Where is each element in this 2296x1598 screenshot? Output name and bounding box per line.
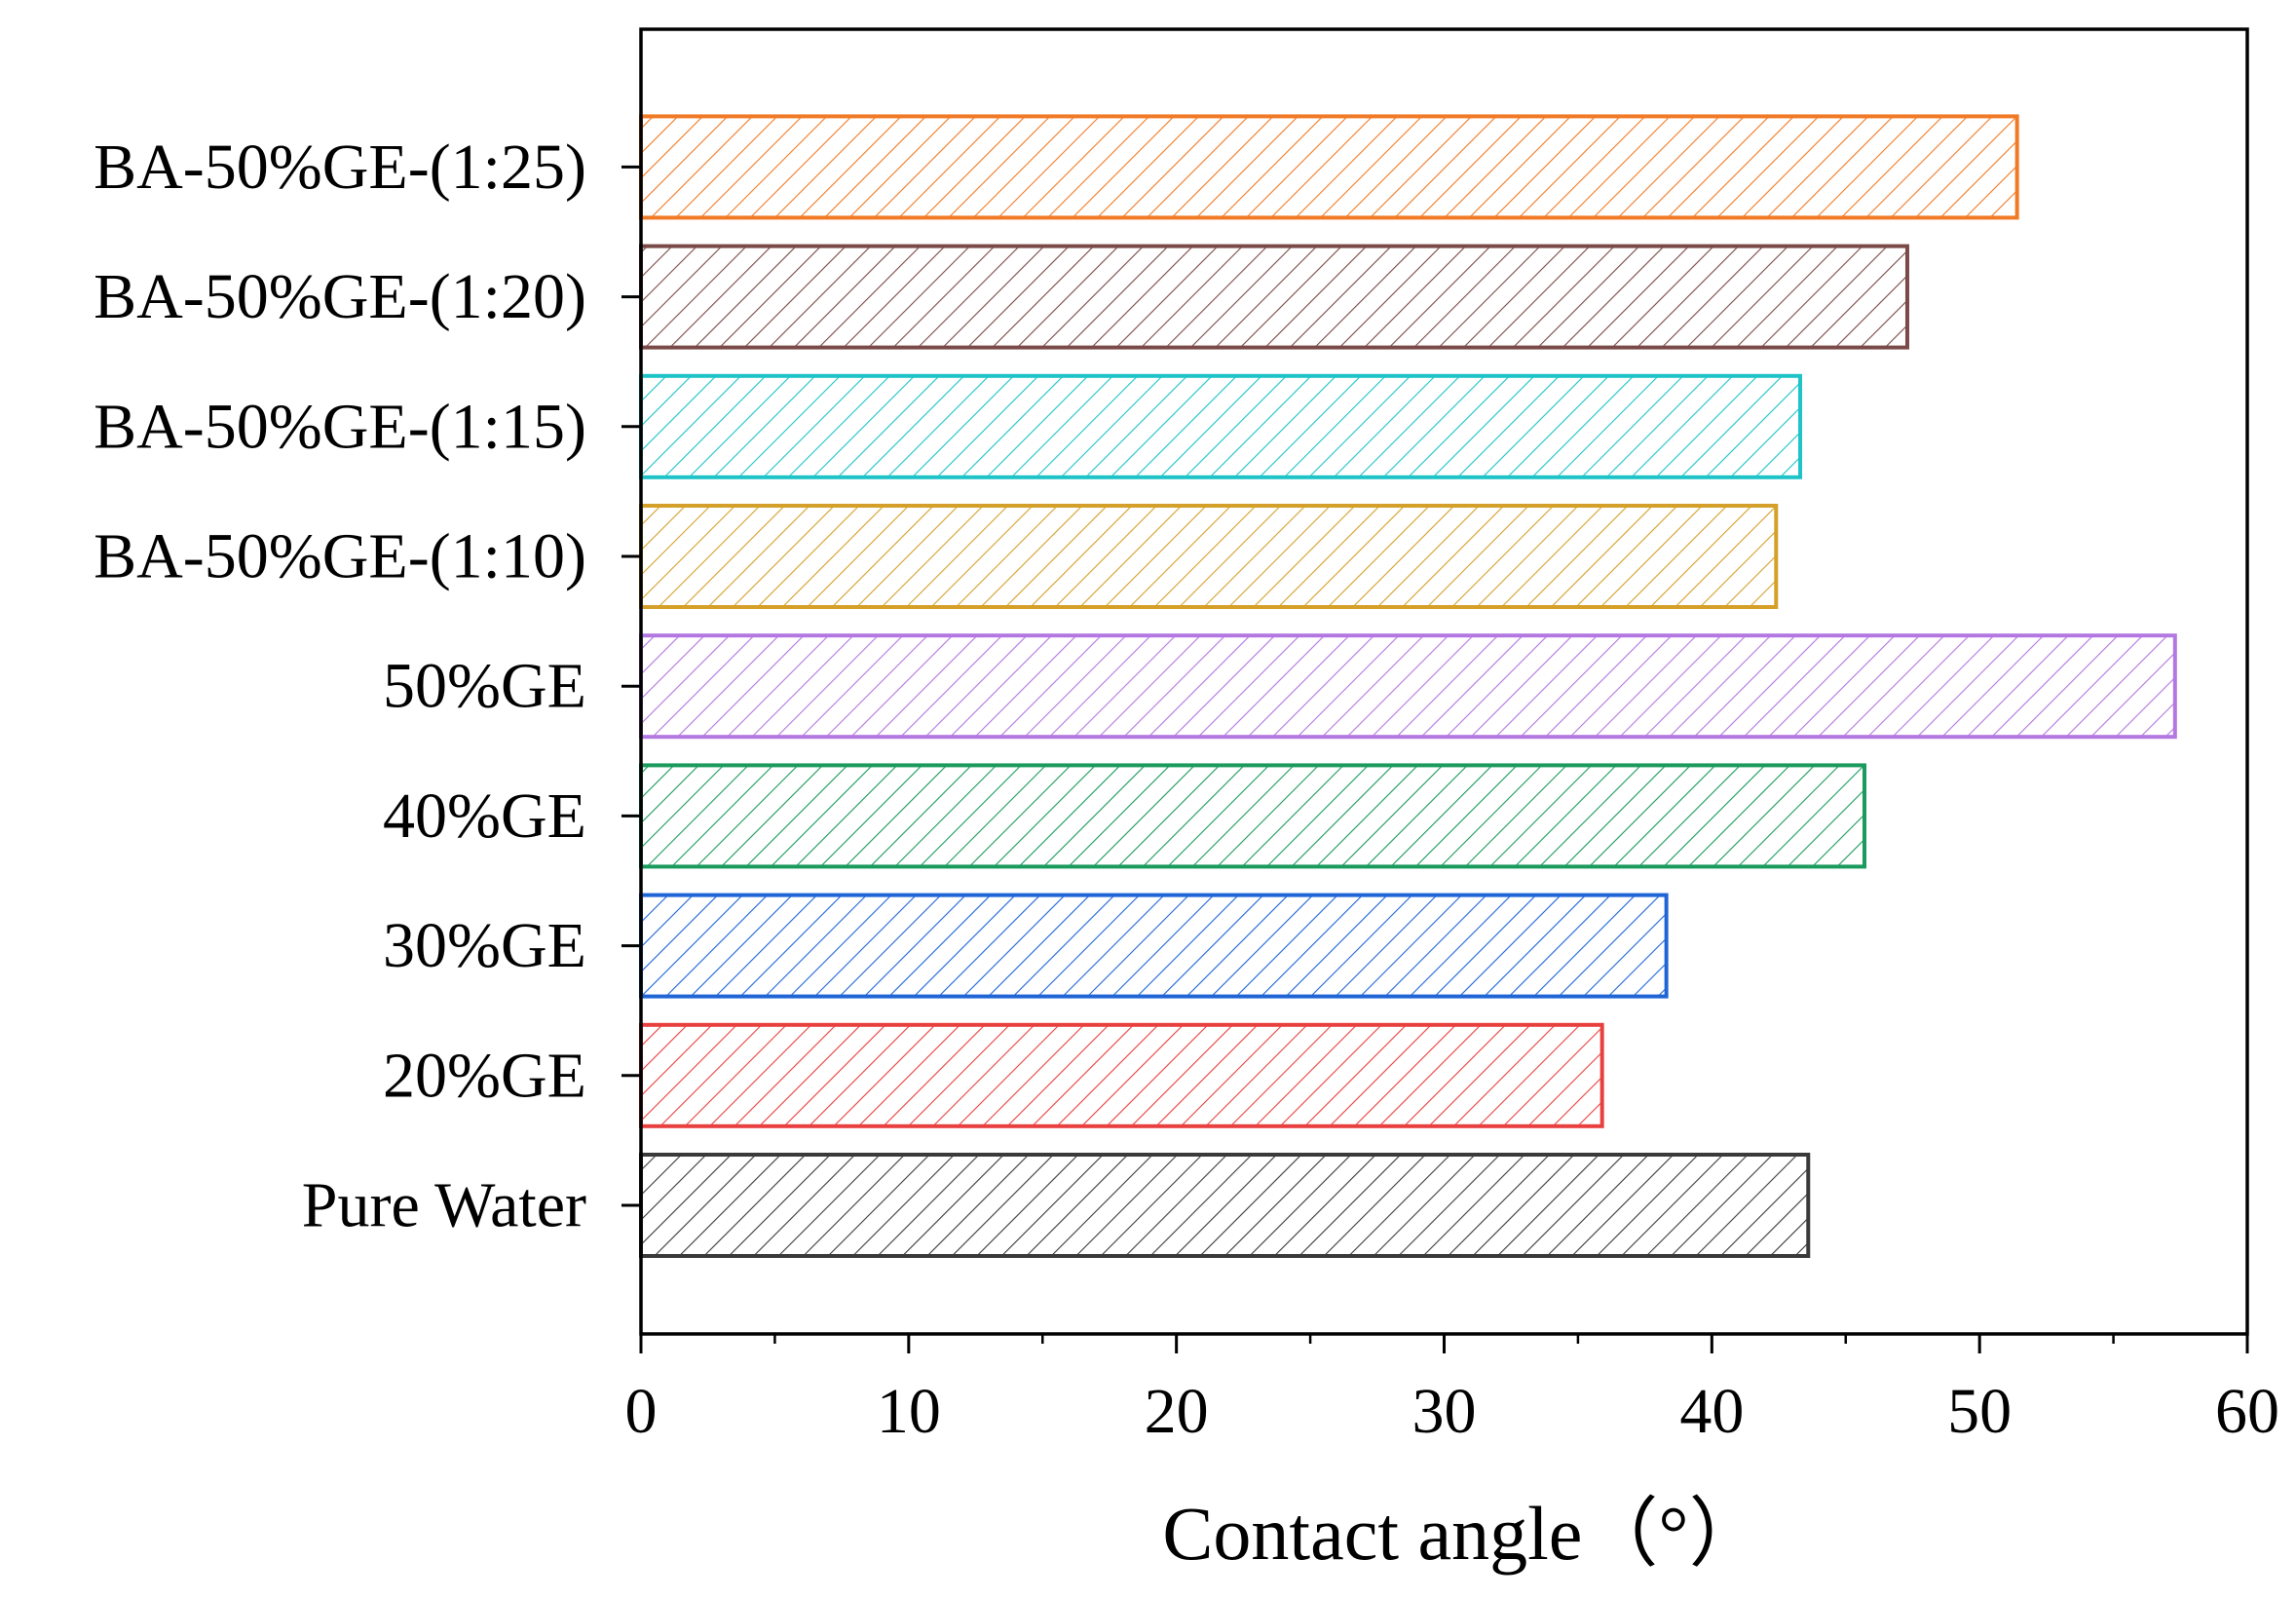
y-axis: Pure Water 20%GE 30%GE 40%GE 50%GE BA-50%GE-(… bbox=[94, 132, 641, 1241]
bar-50-ge bbox=[639, 633, 2177, 740]
x-axis: 0 10 20 30 40 50 60 bbox=[625, 1334, 2279, 1447]
y-tick-label: 40%GE bbox=[383, 780, 586, 852]
bar-30-ge bbox=[639, 893, 1669, 999]
x-tick-label: 50 bbox=[1947, 1376, 2012, 1447]
bar-ba-50-ge-1-10 bbox=[639, 504, 1779, 609]
y-tick-label: BA-50%GE-(1:20) bbox=[94, 261, 586, 332]
x-tick-label: 30 bbox=[1412, 1376, 1477, 1447]
x-tick-label: 0 bbox=[625, 1376, 658, 1447]
x-axis-title: Contact angle（°） bbox=[1162, 1491, 1764, 1576]
x-tick-label: 20 bbox=[1145, 1376, 1209, 1447]
bar-ba-50-ge-1-15 bbox=[639, 373, 1803, 479]
y-tick-label: Pure Water bbox=[302, 1170, 586, 1241]
y-tick-label: 20%GE bbox=[383, 1040, 586, 1111]
bar-ba-50-ge-1-25 bbox=[639, 114, 2019, 220]
x-tick-label: 10 bbox=[877, 1376, 941, 1447]
y-tick-label: 30%GE bbox=[383, 910, 586, 981]
bars-layer bbox=[639, 114, 2177, 1258]
x-tick-label: 40 bbox=[1679, 1376, 1744, 1447]
y-tick-label: BA-50%GE-(1:10) bbox=[94, 521, 586, 592]
x-tick-label: 60 bbox=[2215, 1376, 2279, 1447]
bar-ba-50-ge-1-20 bbox=[639, 244, 1909, 350]
bar-40-ge bbox=[639, 763, 1866, 869]
bar-pure-water bbox=[639, 1153, 1811, 1258]
y-tick-label: BA-50%GE-(1:25) bbox=[94, 132, 586, 203]
y-tick-label: BA-50%GE-(1:15) bbox=[94, 391, 586, 462]
bar-20-ge bbox=[639, 1022, 1604, 1128]
y-tick-label: 50%GE bbox=[383, 651, 586, 722]
